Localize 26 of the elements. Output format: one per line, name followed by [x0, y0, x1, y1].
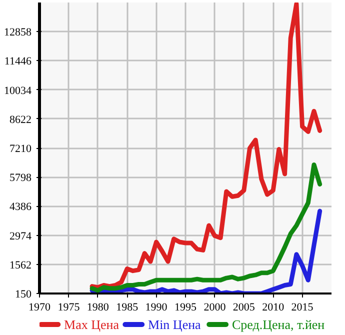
y-tick-label: 5798: [10, 172, 32, 184]
y-tick-label: 11446: [4, 56, 32, 68]
legend-label: Min Цена: [148, 317, 202, 332]
y-tick-label: 1562: [10, 259, 32, 272]
legend-label: Max Цена: [64, 317, 120, 332]
x-tick-label: 1990: [145, 302, 168, 314]
x-tick-label: 2015: [291, 302, 314, 314]
y-tick-label: 7210: [10, 143, 32, 155]
x-tick-label: 1980: [86, 302, 110, 314]
y-tick-label: 150: [15, 288, 32, 300]
line-series: [90, 208, 322, 294]
x-tick-label: 2000: [204, 302, 226, 314]
x-tick-label: 1970: [28, 302, 51, 314]
y-tick-label: 10034: [4, 84, 32, 97]
legend-label: Сред.Цена, т.йен: [232, 317, 325, 332]
x-tick-label: 2010: [262, 302, 285, 314]
y-tick-label: 4386: [10, 201, 32, 214]
y-tick-label: 12858: [4, 26, 32, 39]
line-series: [90, 2, 322, 290]
y-tick-label: 8622: [10, 114, 32, 126]
x-tick-label: 1995: [174, 302, 197, 314]
x-tick-label: 1975: [58, 302, 80, 314]
line-series: [90, 162, 322, 293]
x-tick-label: 1985: [116, 302, 139, 314]
x-tick-label: 2005: [232, 302, 256, 314]
y-tick-label: 2974: [10, 230, 32, 242]
